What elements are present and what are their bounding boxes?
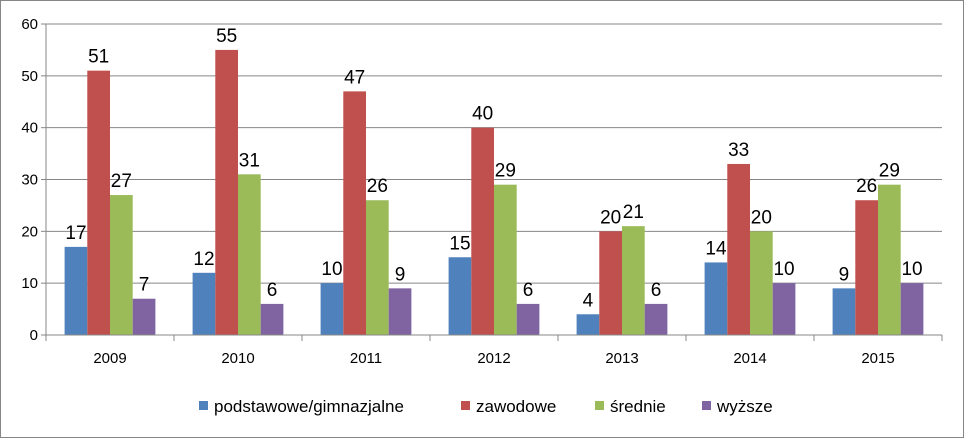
- bar-2013-1: [599, 231, 622, 335]
- y-tick-label: 30: [21, 172, 38, 189]
- x-tick-label: 2011: [350, 350, 382, 367]
- legend-label: zawodowe: [476, 397, 556, 416]
- data-label: 9: [395, 264, 406, 285]
- data-label: 14: [705, 238, 727, 259]
- x-tick-label: 2010: [221, 350, 254, 367]
- bar-2014-1: [727, 163, 750, 335]
- bar-2010-0: [192, 272, 216, 335]
- bar-2012-3: [516, 303, 540, 335]
- legend-swatch: [595, 401, 604, 410]
- data-label: 31: [239, 150, 260, 171]
- data-label: 27: [111, 171, 132, 192]
- bar-2014-0: [704, 262, 728, 335]
- legend-label: średnie: [610, 397, 666, 416]
- data-label: 55: [216, 26, 237, 47]
- x-tick-label: 2013: [605, 350, 638, 367]
- data-label: 10: [321, 259, 342, 280]
- legend-swatch: [461, 401, 470, 410]
- bar-2013-0: [576, 314, 600, 335]
- bar-2010-2: [238, 174, 261, 335]
- data-label: 40: [472, 104, 493, 125]
- bar-2012-0: [448, 257, 472, 335]
- bar-2009-2: [110, 195, 133, 335]
- bar-2013-2: [622, 226, 645, 335]
- data-label: 15: [449, 233, 470, 254]
- data-label: 6: [267, 280, 278, 301]
- y-tick-label: 60: [21, 16, 38, 33]
- bar-2015-3: [900, 283, 924, 335]
- bar-2015-2: [878, 184, 901, 335]
- bar-2011-3: [388, 288, 412, 335]
- y-tick-label: 10: [21, 275, 38, 292]
- bar-2013-3: [644, 303, 668, 335]
- data-label: 4: [583, 290, 594, 311]
- y-tick-label: 0: [30, 327, 38, 344]
- data-label: 47: [344, 67, 365, 88]
- bar-2010-3: [260, 303, 284, 335]
- data-label: 9: [839, 264, 850, 285]
- data-label: 7: [139, 275, 150, 296]
- data-label: 6: [523, 280, 534, 301]
- data-label: 51: [88, 47, 109, 68]
- data-label: 10: [773, 259, 794, 280]
- data-label: 17: [65, 223, 86, 244]
- bar-2015-0: [832, 288, 856, 335]
- data-label: 29: [879, 161, 900, 182]
- bar-2015-1: [855, 200, 878, 335]
- bar-2014-2: [750, 231, 773, 335]
- x-tick-label: 2012: [477, 350, 510, 367]
- data-label: 20: [751, 207, 772, 228]
- y-tick-label: 40: [21, 120, 38, 137]
- bar-2009-1: [87, 70, 110, 336]
- legend-label: wyższe: [716, 397, 773, 416]
- y-tick-label: 50: [21, 68, 38, 85]
- data-label: 6: [651, 280, 662, 301]
- bar-2014-3: [772, 283, 796, 335]
- data-label: 10: [901, 259, 922, 280]
- bar-2011-2: [366, 200, 389, 335]
- data-label: 26: [367, 176, 388, 197]
- x-tick-label: 2009: [93, 350, 126, 367]
- x-tick-label: 2014: [733, 350, 766, 367]
- data-label: 33: [728, 140, 749, 161]
- data-label: 12: [193, 249, 214, 270]
- bar-2010-1: [215, 49, 238, 336]
- x-tick-label: 2015: [861, 350, 894, 367]
- data-label: 29: [495, 161, 516, 182]
- legend-label: podstawowe/gimnazjalne: [214, 397, 404, 416]
- data-label: 26: [856, 176, 877, 197]
- bar-2011-0: [320, 283, 344, 335]
- bar-2009-0: [64, 246, 88, 335]
- bar-2012-1: [471, 127, 494, 336]
- data-label: 20: [600, 207, 621, 228]
- bar-2011-1: [343, 91, 366, 335]
- bar-2009-3: [132, 298, 156, 335]
- legend-swatch: [702, 401, 711, 410]
- data-label: 21: [623, 202, 644, 223]
- legend-swatch: [199, 401, 208, 410]
- y-tick-label: 20: [21, 223, 38, 240]
- bar-2012-2: [494, 184, 517, 335]
